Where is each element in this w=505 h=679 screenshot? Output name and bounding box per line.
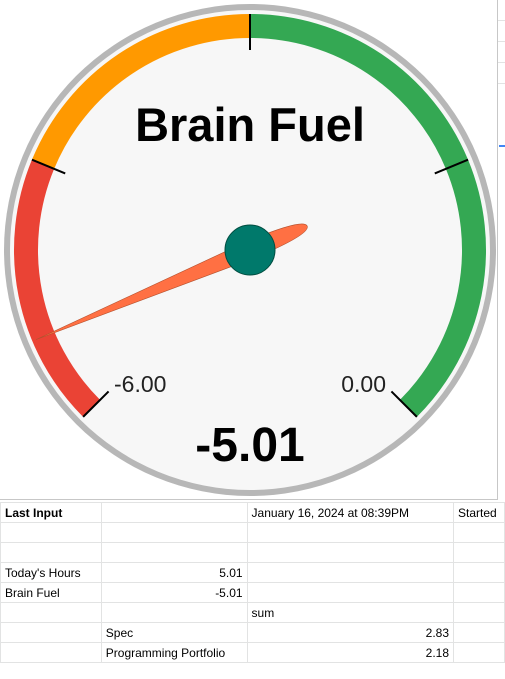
table-cell[interactable]: 2.83 (246, 622, 455, 643)
table-cell[interactable] (453, 582, 505, 603)
table-cell[interactable] (0, 522, 102, 543)
table-cell[interactable]: Brain Fuel (0, 582, 102, 603)
gauge-min-label: -6.00 (114, 371, 166, 397)
table-row: Brain Fuel -5.01 (0, 582, 505, 603)
table-cell[interactable]: Started (453, 502, 505, 523)
table-cell[interactable] (100, 502, 248, 523)
gauge-value-label: -5.01 (195, 419, 304, 472)
table-cell[interactable]: -5.01 (100, 582, 248, 603)
table-cell[interactable] (100, 522, 248, 543)
sheet-selection-marker (499, 145, 505, 147)
gauge-tick (31, 158, 66, 175)
table-cell[interactable] (453, 562, 505, 583)
gauge-tick (82, 390, 110, 418)
table-row: Last Input January 16, 2024 at 08:39PM Sta… (0, 502, 505, 523)
table-cell[interactable]: Programming Portfolio (100, 642, 248, 663)
table-cell[interactable] (246, 562, 455, 583)
table-cell[interactable]: January 16, 2024 at 08:39PM (246, 502, 455, 523)
table-cell[interactable] (453, 542, 505, 563)
gauge-band-red (14, 159, 101, 417)
table-row (0, 542, 505, 563)
table-cell[interactable]: Last Input (0, 502, 102, 523)
gauge-svg: Brain Fuel -6.00 0.00 -5.01 (4, 4, 496, 496)
gauge-tick (434, 158, 469, 175)
table-cell[interactable] (100, 542, 248, 563)
table-row (0, 522, 505, 543)
table-cell[interactable] (0, 622, 102, 643)
gauge-band-orange (31, 14, 251, 169)
gauge-tick (390, 390, 418, 418)
table-cell[interactable] (100, 602, 248, 623)
table-cell[interactable]: 2.18 (246, 642, 455, 663)
table-cell[interactable] (246, 542, 455, 563)
spreadsheet-table: Last Input January 16, 2024 at 08:39PM Sta… (0, 502, 505, 663)
table-row: Programming Portfolio 2.18 (0, 642, 505, 663)
table-row: sum (0, 602, 505, 623)
table-cell[interactable] (453, 642, 505, 663)
gauge-ticks (31, 14, 469, 418)
gauge-max-label: 0.00 (341, 371, 386, 397)
table-cell[interactable]: 5.01 (100, 562, 248, 583)
table-cell[interactable] (246, 522, 455, 543)
table-cell[interactable] (453, 622, 505, 643)
table-cell[interactable]: sum (246, 602, 455, 623)
gauge-hub (224, 224, 276, 276)
table-row: Today's Hours 5.01 (0, 562, 505, 583)
table-cell[interactable] (0, 542, 102, 563)
gauge-title: Brain Fuel (135, 98, 365, 151)
table-row: Spec 2.83 (0, 622, 505, 643)
table-cell[interactable]: Today's Hours (0, 562, 102, 583)
table-cell[interactable] (453, 522, 505, 543)
table-cell[interactable] (0, 602, 102, 623)
table-cell[interactable] (246, 582, 455, 603)
table-cell[interactable] (0, 642, 102, 663)
gauge-chart[interactable]: Brain Fuel -6.00 0.00 -5.01 (0, 0, 498, 500)
table-cell[interactable]: Spec (100, 622, 248, 643)
table-cell[interactable] (453, 602, 505, 623)
